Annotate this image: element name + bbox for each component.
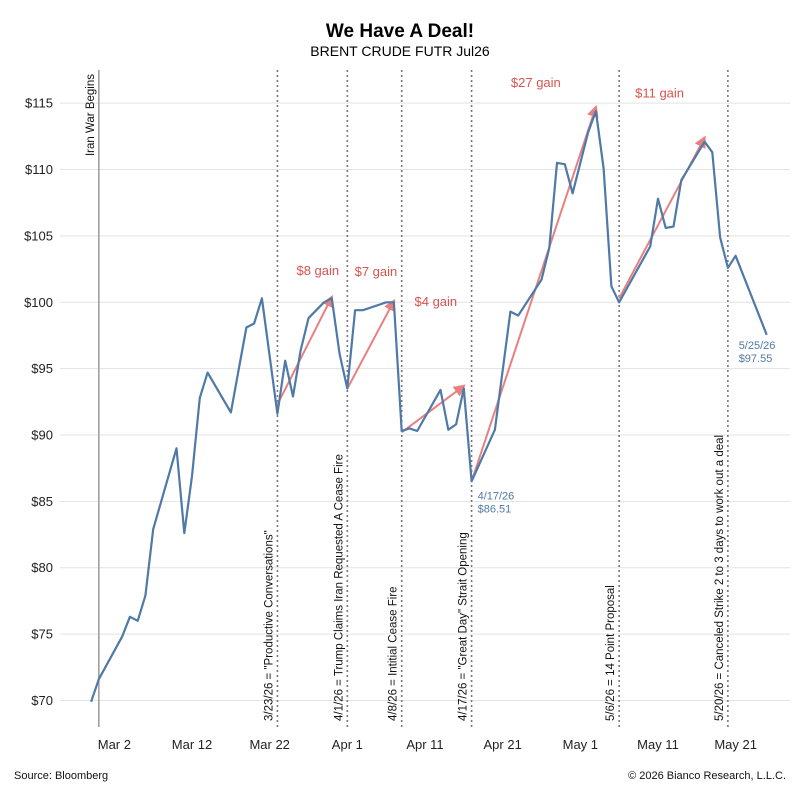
y-tick-label: $80 <box>31 560 53 575</box>
event-lines: Iran War Begins 3/23/26 = "Productive Con… <box>85 70 728 727</box>
event-label: 5/20/26 = Canceled Strike 2 to 3 days to… <box>714 435 726 721</box>
gain-label: $8 gain <box>296 263 339 278</box>
y-tick-label: $75 <box>31 627 53 642</box>
x-tick-label: Apr 11 <box>406 737 443 752</box>
y-tick-label: $110 <box>25 162 53 177</box>
point-value-label: $86.51 <box>478 503 512 515</box>
source-note: Source: Bloomberg <box>14 770 108 782</box>
x-tick-label: May 1 <box>563 737 598 752</box>
x-tick-label: May 11 <box>637 737 679 752</box>
x-tick-label: Apr 1 <box>332 737 363 752</box>
point-labels: 4/17/26$86.51 5/25/26$97.55 <box>478 340 776 516</box>
y-tick-label: $85 <box>31 494 53 509</box>
chart-subtitle: BRENT CRUDE FUTR Jul26 <box>310 43 490 59</box>
price-series <box>91 111 767 702</box>
gain-label: $4 gain <box>415 294 458 309</box>
x-tick-label: Mar 22 <box>249 737 289 752</box>
x-tick-label: May 21 <box>714 737 757 752</box>
y-tick-label: $105 <box>24 228 53 243</box>
point-date-label: 4/17/26 <box>478 490 515 502</box>
gridlines <box>60 103 790 700</box>
event-label: Iran War Begins <box>85 74 97 156</box>
gain-label: $27 gain <box>511 75 561 90</box>
gain-label: $7 gain <box>355 264 398 279</box>
y-tick-label: $70 <box>31 693 53 708</box>
gain-arrows: $8 gain $7 gain $4 gain $27 gain $11 gain <box>277 75 704 481</box>
x-tick-label: Apr 21 <box>484 737 522 752</box>
y-tick-label: $100 <box>24 295 53 310</box>
gain-label: $11 gain <box>635 86 684 101</box>
gain-arrow <box>277 297 331 405</box>
point-value-label: $97.55 <box>739 353 773 365</box>
y-tick-label: $95 <box>31 361 53 376</box>
x-tick-label: Mar 2 <box>98 737 131 752</box>
event-label: 3/23/26 = "Productive Conversations" <box>263 530 275 721</box>
event-label: 4/8/26 = Intitial Cease Fire <box>388 586 400 721</box>
x-tick-label: Mar 12 <box>172 737 212 752</box>
event-label: 4/1/26 = Trump Claims Iran Requested A C… <box>333 454 345 721</box>
chart-title: We Have A Deal! <box>326 21 474 42</box>
price-line <box>91 111 767 702</box>
event-label: 5/6/26 = 14 Point Proposal <box>605 585 617 721</box>
point-date-label: 5/25/26 <box>739 340 776 352</box>
y-tick-label: $90 <box>31 428 53 443</box>
event-label: 4/17/26 = "Great Day" Strait Opening <box>458 532 470 721</box>
gain-arrow <box>472 107 596 481</box>
y-tick-label: $115 <box>25 96 53 111</box>
copyright-note: © 2026 Bianco Research, L.L.C. <box>628 770 786 782</box>
